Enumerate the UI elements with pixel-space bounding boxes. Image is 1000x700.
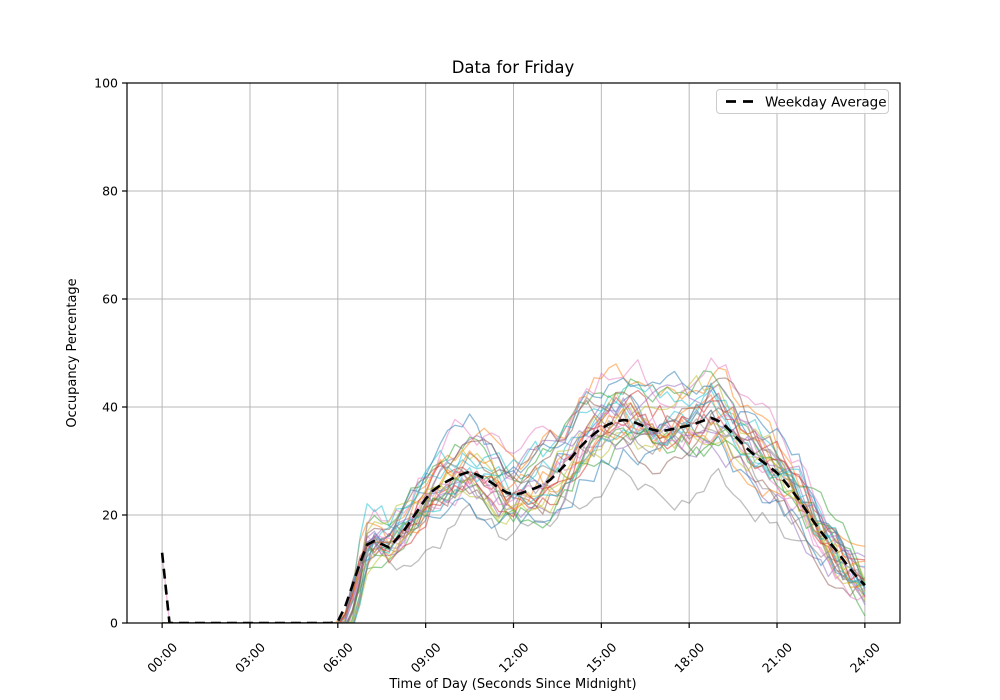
legend: Weekday Average xyxy=(716,89,889,114)
x-tick-label: 03:00 xyxy=(232,639,268,675)
ticks-layer: 00:00 03:00 06:00 09:00 12:00 15:00 18:00 21:00… xyxy=(94,76,883,676)
day-line xyxy=(162,427,866,623)
day-line xyxy=(162,466,866,623)
day-line xyxy=(162,370,866,623)
grid-layer xyxy=(127,82,900,624)
y-tick-label: 60 xyxy=(102,292,118,307)
x-tick-label: 24:00 xyxy=(847,639,883,675)
day-line xyxy=(162,421,866,623)
y-tick-label: 0 xyxy=(110,616,118,631)
x-tick-label: 21:00 xyxy=(759,639,795,675)
legend-label: Weekday Average xyxy=(765,95,887,111)
chart-title: Data for Friday xyxy=(452,58,575,77)
x-tick-label: 15:00 xyxy=(583,639,619,675)
day-line xyxy=(162,409,866,623)
x-tick-label: 00:00 xyxy=(144,639,180,675)
average-line xyxy=(160,416,866,623)
day-line xyxy=(162,418,866,623)
x-axis-label: Time of Day (Seconds Since Midnight) xyxy=(388,677,636,692)
y-axis-label: Occupancy Percentage xyxy=(65,278,80,427)
x-tick-label: 09:00 xyxy=(408,639,444,675)
legend-box xyxy=(716,89,889,114)
day-line xyxy=(162,382,866,623)
day-line xyxy=(162,407,866,623)
day-line xyxy=(162,370,866,623)
y-tick-label: 20 xyxy=(102,508,118,523)
day-line xyxy=(162,400,866,623)
day-line xyxy=(162,412,866,623)
y-tick-label: 80 xyxy=(102,184,118,199)
x-tick-label: 18:00 xyxy=(671,639,707,675)
average-line-layer xyxy=(160,416,866,623)
x-tick-label: 06:00 xyxy=(320,639,356,675)
y-tick-label: 100 xyxy=(94,76,118,91)
y-tick-label: 40 xyxy=(102,400,118,415)
x-tick-label: 12:00 xyxy=(496,639,532,675)
